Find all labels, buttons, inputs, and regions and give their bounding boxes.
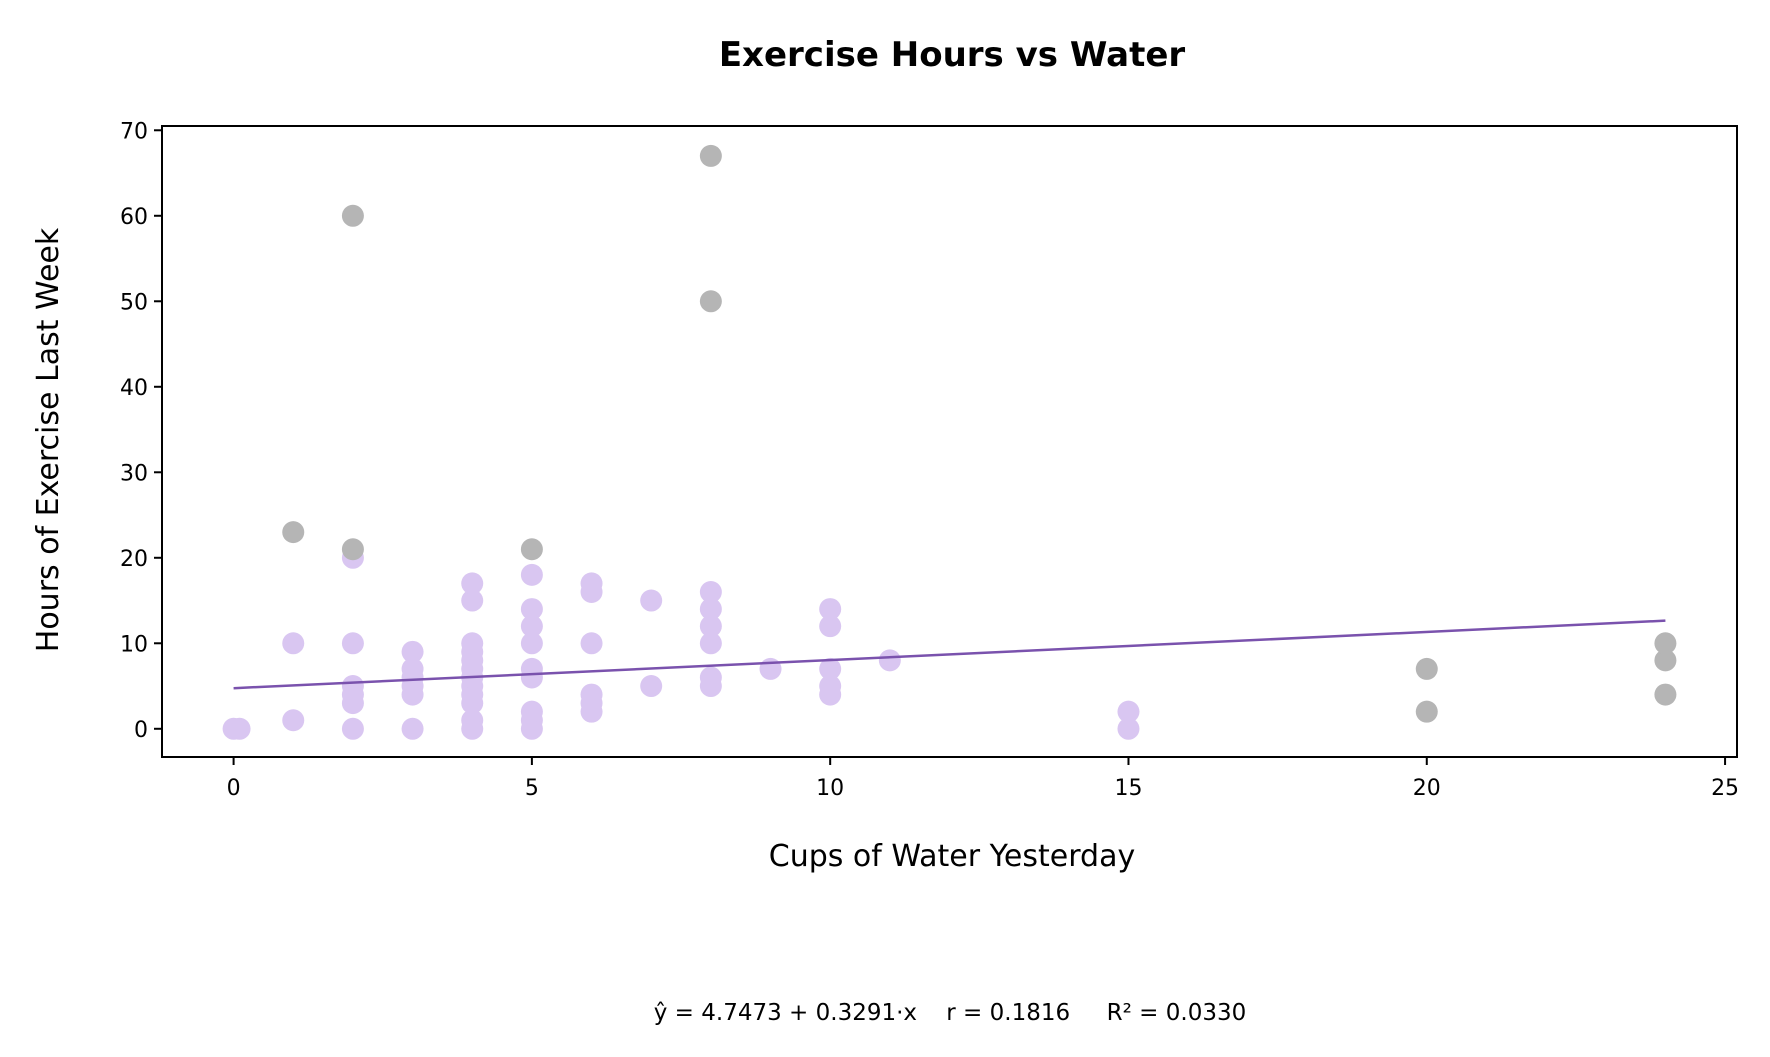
plot-area bbox=[161, 125, 1738, 758]
x-tick-label: 5 bbox=[525, 776, 539, 801]
data-point bbox=[580, 572, 603, 595]
data-point bbox=[282, 632, 305, 655]
data-point bbox=[461, 709, 484, 732]
y-tick-label: 30 bbox=[120, 461, 148, 486]
data-point bbox=[461, 632, 484, 655]
data-point bbox=[520, 632, 543, 655]
data-point bbox=[819, 657, 842, 680]
y-tick-label: 40 bbox=[120, 376, 148, 401]
outlier-point bbox=[282, 521, 305, 544]
data-point bbox=[401, 657, 424, 680]
chart-title: Exercise Hours vs Water bbox=[719, 35, 1186, 75]
y-axis: 0 10 20 30 40 50 60 70 bbox=[120, 119, 162, 743]
data-point bbox=[699, 598, 722, 621]
y-tick-label: 70 bbox=[120, 119, 148, 144]
data-point bbox=[819, 675, 842, 698]
data-point bbox=[520, 563, 543, 586]
y-tick-label: 50 bbox=[120, 290, 148, 315]
data-point bbox=[520, 700, 543, 723]
x-tick-label: 20 bbox=[1413, 776, 1441, 801]
outlier-point bbox=[1415, 700, 1438, 723]
data-point bbox=[699, 632, 722, 655]
y-axis-label: Hours of Exercise Last Week bbox=[31, 227, 66, 652]
data-point bbox=[401, 717, 424, 740]
outlier-point bbox=[341, 538, 364, 561]
x-tick-label: 0 bbox=[227, 776, 241, 801]
data-point bbox=[520, 615, 543, 638]
data-point bbox=[640, 589, 663, 612]
data-point bbox=[878, 649, 901, 672]
data-point bbox=[580, 632, 603, 655]
plot-frame bbox=[161, 125, 1738, 758]
data-point bbox=[819, 598, 842, 621]
data-point bbox=[282, 709, 305, 732]
x-axis-label: Cups of Water Yesterday bbox=[769, 839, 1135, 874]
data-point bbox=[1117, 700, 1140, 723]
data-point bbox=[580, 683, 603, 706]
y-tick-label: 60 bbox=[120, 205, 148, 230]
data-point bbox=[699, 615, 722, 638]
x-tick-label: 15 bbox=[1114, 776, 1142, 801]
outlier-point bbox=[1415, 657, 1438, 680]
x-tick-label: 25 bbox=[1711, 776, 1739, 801]
y-tick-label: 20 bbox=[120, 547, 148, 572]
data-point bbox=[699, 580, 722, 603]
outlier-point bbox=[341, 204, 364, 227]
outlier-point bbox=[520, 538, 543, 561]
data-point bbox=[461, 572, 484, 595]
regression-line bbox=[233, 619, 1666, 690]
data-point bbox=[520, 657, 543, 680]
outlier-point bbox=[1654, 649, 1677, 672]
regression-stats: ŷ = 4.7473 + 0.3291·x r = 0.1816 R² = 0.… bbox=[654, 1000, 1246, 1026]
data-point bbox=[228, 717, 251, 740]
data-point bbox=[341, 675, 364, 698]
x-axis: 0 5 10 15 20 25 bbox=[227, 757, 1739, 801]
data-point bbox=[1117, 717, 1140, 740]
data-point bbox=[759, 657, 782, 680]
outlier-point bbox=[699, 290, 722, 313]
data-point bbox=[699, 666, 722, 689]
outlier-point bbox=[699, 144, 722, 167]
data-point bbox=[341, 717, 364, 740]
outlier-point bbox=[1654, 683, 1677, 706]
data-points bbox=[222, 144, 1677, 740]
data-point bbox=[640, 675, 663, 698]
data-point bbox=[341, 632, 364, 655]
data-point bbox=[819, 615, 842, 638]
data-point bbox=[520, 598, 543, 621]
outlier-point bbox=[1654, 632, 1677, 655]
x-tick-label: 10 bbox=[816, 776, 844, 801]
data-point bbox=[401, 640, 424, 663]
data-point bbox=[461, 589, 484, 612]
y-tick-label: 0 bbox=[134, 718, 148, 743]
y-tick-label: 10 bbox=[120, 632, 148, 657]
